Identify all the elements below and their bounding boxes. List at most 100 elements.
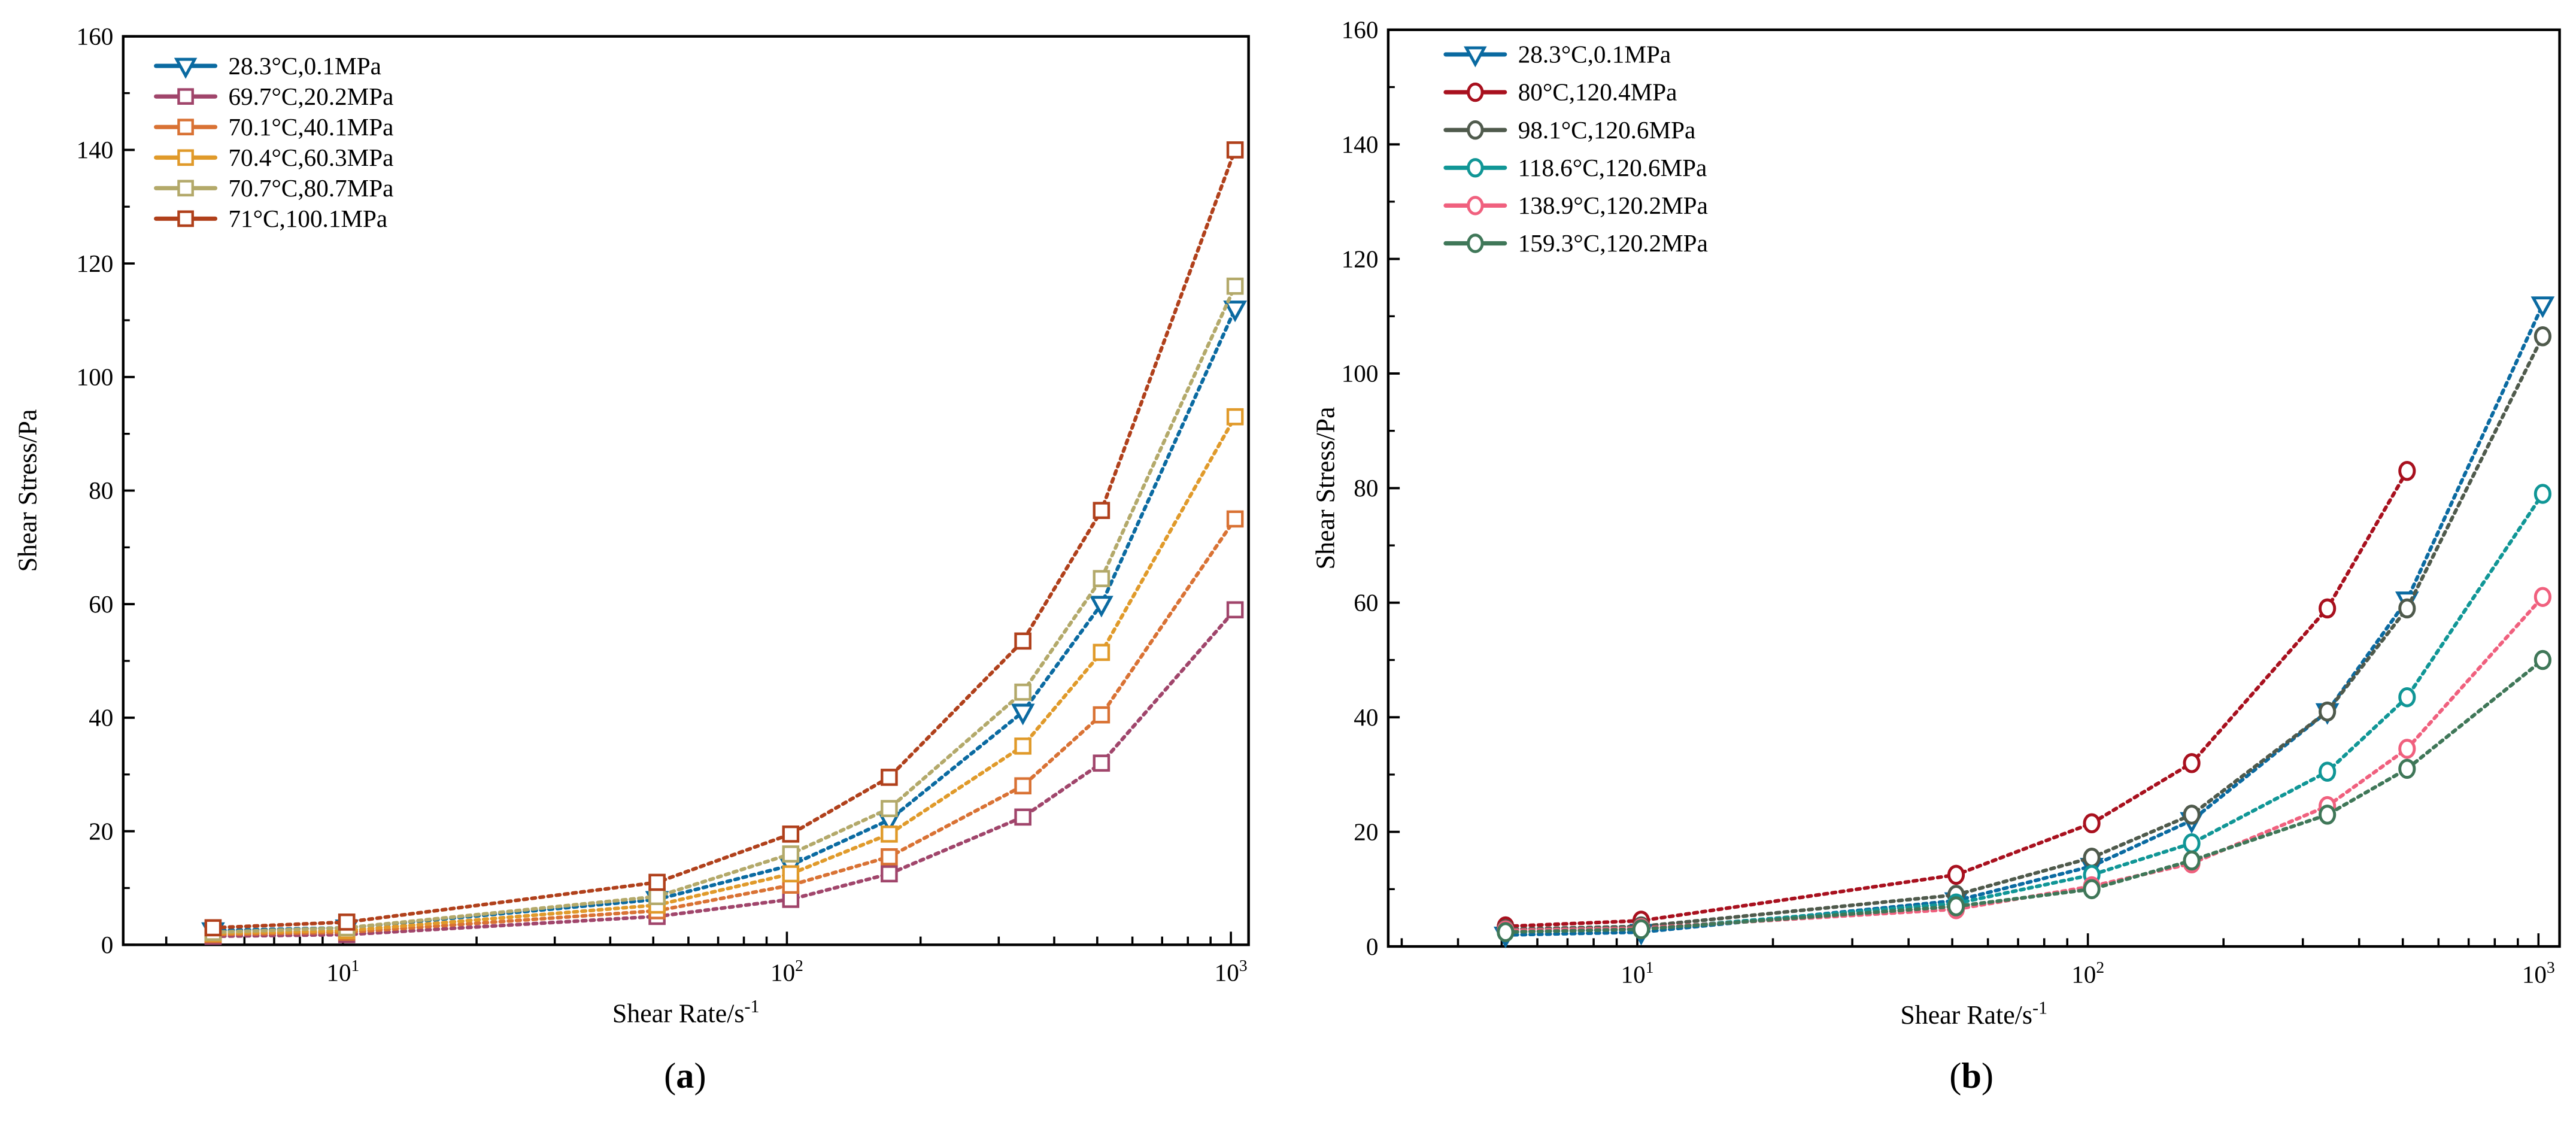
legend-item: 71°C,100.1MPa [154,205,387,232]
square-marker [1014,738,1031,755]
data-series [1497,587,2551,940]
circle-marker [2319,805,2337,825]
square-marker [338,913,356,931]
series-line [211,517,1237,937]
circle-marker [2533,587,2551,607]
x-tick-base: 10 [326,959,351,987]
legend-label: 98.1°C,120.6MPa [1518,116,1696,144]
caption-paren: ) [694,1056,706,1096]
panel-caption: (a) [664,1056,706,1096]
x-tick-exponent: 1 [1646,958,1654,976]
square-marker [1226,601,1244,619]
circle-marker [2398,687,2416,708]
y-axis-label: Shear Stress/Pa [13,409,42,572]
legend-label: 70.7°C,80.7MPa [228,174,393,202]
legend-label: 80°C,120.4MPa [1518,78,1677,106]
square-marker [1226,510,1244,528]
series-line [1503,658,2545,934]
circle-marker [2398,739,2416,759]
y-tick-label: 120 [1342,245,1379,272]
legend-item: 118.6°C,120.6MPa [1443,154,1707,181]
x-tick-label: 102 [770,957,803,986]
legend-item: 28.3°C,0.1MPa [154,52,381,80]
series-line [211,306,1237,933]
panel-caption: (b) [1949,1056,1994,1096]
x-tick-label: 102 [2071,958,2104,988]
y-tick-label: 80 [1354,474,1378,502]
data-series [201,301,1247,944]
circle-marker [2319,598,2337,619]
legend-label: 70.1°C,40.1MPa [228,113,393,141]
square-marker [177,149,194,166]
circle-marker [2083,813,2101,834]
circle-marker [2533,326,2551,347]
legend-item: 70.7°C,80.7MPa [154,174,393,202]
circle-marker [1467,158,1484,178]
x-tick-exponent: 2 [795,957,803,975]
y-tick-label: 80 [89,477,113,504]
caption-paren: ( [664,1056,676,1096]
circle-marker [1467,196,1484,216]
square-marker [1226,141,1244,159]
square-marker [881,800,898,817]
y-tick-label: 140 [1342,130,1379,158]
triangle-marker [1089,596,1113,618]
y-tick-label: 160 [77,22,114,50]
square-marker [881,825,898,843]
square-marker [1093,570,1110,587]
y-tick-label: 60 [89,590,113,618]
triangle-marker [174,57,198,79]
circle-marker [1467,120,1484,140]
square-marker [881,865,898,883]
circle-marker [2183,753,2201,773]
legend: 28.3°C,0.1MPa 80°C,120.4MPa 98.1°C,120.6MP… [1443,41,1708,257]
legend-label: 28.3°C,0.1MPa [228,52,381,80]
square-marker [1093,754,1110,772]
triangle-marker [1464,46,1487,68]
x-axis-label-exponent: -1 [744,996,759,1016]
circle-marker [1632,919,1650,940]
x-tick-label: 101 [326,957,359,986]
square-marker [1093,706,1110,724]
square-marker [782,825,800,843]
x-tick-base: 10 [2071,960,2096,988]
x-axis-label: Shear Rate/s-1 [1900,998,2047,1030]
square-marker [1226,277,1244,295]
circle-marker [1947,896,1965,916]
legend-label: 28.3°C,0.1MPa [1518,41,1671,68]
data-series [204,601,1244,945]
legend-label: 70.4°C,60.3MPa [228,144,393,171]
square-marker [1093,644,1110,661]
legend-label: 138.9°C,120.2MPa [1518,192,1708,219]
square-marker [1014,777,1031,795]
x-tick-base: 10 [1215,959,1239,987]
y-tick-label: 120 [77,250,114,277]
y-tick-label: 140 [77,136,114,163]
y-tick-label: 0 [101,931,114,958]
legend-label: 159.3°C,120.2MPa [1518,229,1708,257]
legend-item: 70.4°C,60.3MPa [154,144,393,171]
caption-paren: ) [1982,1056,1994,1096]
series-line [211,608,1237,939]
legend-label: 118.6°C,120.6MPa [1518,154,1707,181]
data-series [1497,460,2416,937]
circle-marker [2183,805,2201,825]
series-line [211,148,1237,930]
square-marker [782,891,800,908]
y-tick-label: 20 [89,817,113,845]
x-tick-base: 10 [770,959,795,987]
circle-marker [2533,650,2551,670]
circle-marker [1467,233,1484,253]
y-tick-label: 100 [77,363,114,391]
series-line [1503,595,2545,933]
x-axis-label: Shear Rate/s-1 [612,996,760,1028]
x-tick-base: 10 [1621,960,1646,988]
x-tick-exponent: 3 [2547,958,2555,976]
circle-marker [2319,701,2337,722]
series-line [1503,303,2545,937]
data-series [204,141,1244,937]
y-tick-label: 100 [1342,360,1379,387]
circle-marker [2183,850,2201,871]
